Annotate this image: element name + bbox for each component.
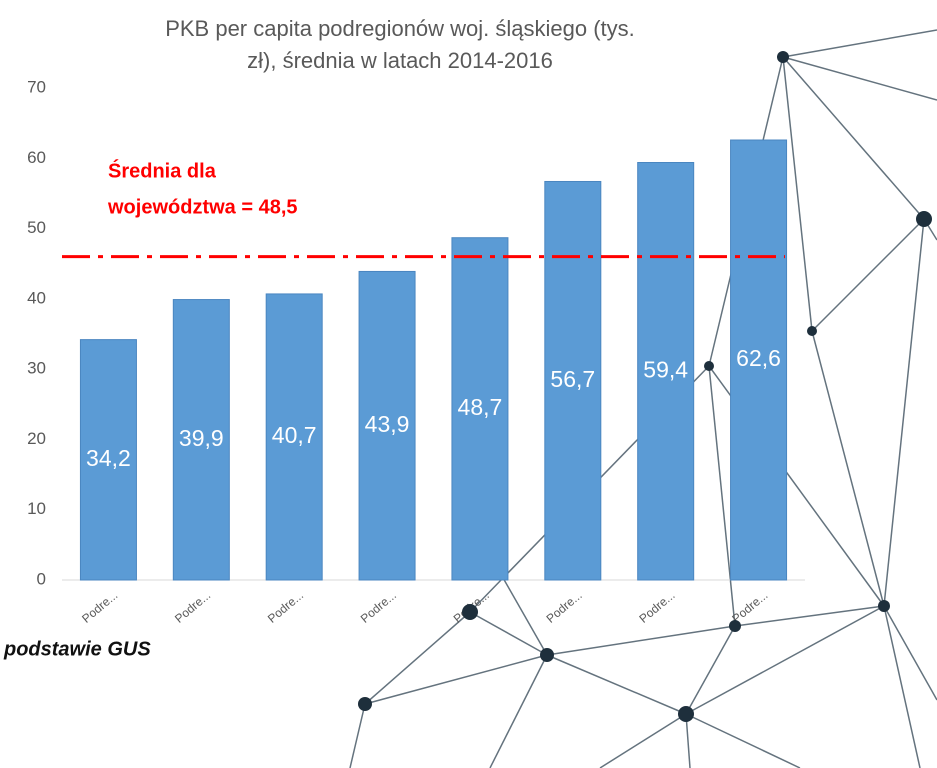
network-node	[540, 648, 554, 662]
chart-title: PKB per capita podregionów woj. śląskieg…	[165, 16, 635, 41]
y-tick-label: 30	[27, 359, 46, 378]
value-label: 34,2	[86, 445, 131, 471]
network-node	[704, 361, 714, 371]
source-note: podstawie GUS	[3, 638, 151, 660]
network-node	[878, 600, 890, 612]
network-node	[358, 697, 372, 711]
x-tick-label: Podre...	[358, 588, 399, 626]
x-tick-label: Podre...	[172, 588, 213, 626]
bar	[451, 237, 509, 581]
bar	[637, 162, 695, 581]
x-tick-label: Podre...	[544, 588, 585, 626]
x-tick-label: Podre...	[636, 588, 677, 626]
value-label: 39,9	[179, 425, 224, 451]
network-node	[777, 51, 789, 63]
value-label: 56,7	[550, 366, 595, 392]
bar	[730, 139, 788, 581]
value-label: 59,4	[643, 356, 688, 382]
network-node	[807, 326, 817, 336]
network-node	[462, 604, 478, 620]
y-tick-label: 70	[27, 77, 46, 96]
bar	[544, 180, 602, 581]
value-label: 43,9	[365, 411, 410, 437]
y-tick-label: 50	[27, 218, 46, 237]
value-label: 48,7	[458, 394, 503, 420]
y-tick-label: 0	[37, 569, 46, 588]
bar	[358, 270, 416, 581]
bar	[79, 339, 137, 581]
network-node	[729, 620, 741, 632]
y-tick-label: 10	[27, 499, 46, 518]
y-tick-label: 40	[27, 288, 46, 307]
annotation: województwa = 48,5	[107, 196, 298, 218]
x-tick-label: Podre...	[79, 588, 120, 626]
chart-title: zł), średnia w latach 2014-2016	[247, 48, 553, 73]
network-node	[678, 706, 694, 722]
y-tick-label: 20	[27, 429, 46, 448]
bar	[172, 299, 230, 581]
y-tick-label: 60	[27, 148, 46, 167]
value-label: 40,7	[272, 422, 317, 448]
value-label: 62,6	[736, 345, 781, 371]
network-node	[916, 211, 932, 227]
bar	[265, 293, 323, 581]
annotation: Średnia dla	[108, 158, 217, 182]
x-tick-label: Podre...	[265, 588, 306, 626]
